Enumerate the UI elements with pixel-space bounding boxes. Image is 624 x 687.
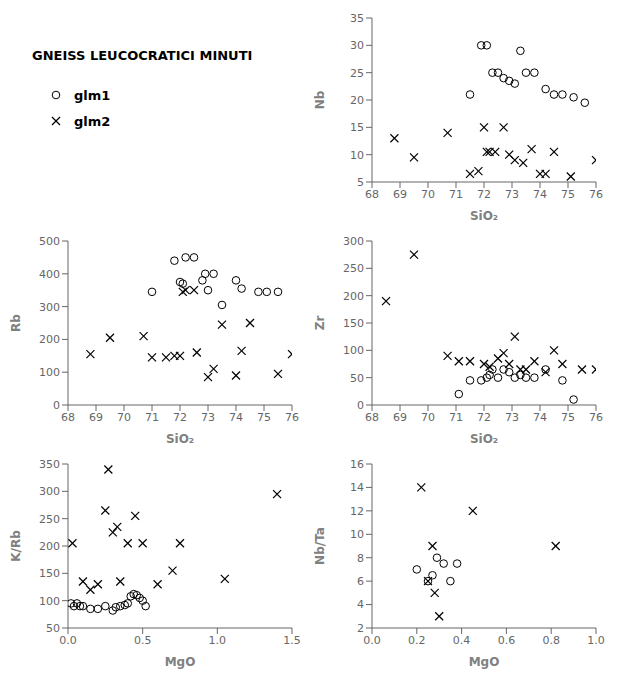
svg-text:1.0: 1.0 — [209, 634, 227, 647]
svg-text:70: 70 — [421, 411, 435, 424]
svg-text:50: 50 — [46, 622, 60, 635]
svg-text:MgO: MgO — [469, 655, 500, 669]
svg-text:150: 150 — [343, 317, 364, 330]
svg-text:76: 76 — [589, 188, 603, 201]
svg-text:100: 100 — [39, 595, 60, 608]
svg-text:5: 5 — [357, 176, 364, 189]
svg-text:75: 75 — [561, 188, 575, 201]
svg-text:200: 200 — [39, 540, 60, 553]
svg-text:20: 20 — [350, 94, 364, 107]
svg-text:75: 75 — [257, 411, 271, 424]
svg-text:69: 69 — [393, 411, 407, 424]
svg-text:SiO₂: SiO₂ — [166, 432, 194, 446]
svg-text:0.6: 0.6 — [498, 634, 516, 647]
svg-text:6: 6 — [357, 575, 364, 588]
svg-text:76: 76 — [285, 411, 299, 424]
svg-text:K/Rb: K/Rb — [9, 530, 23, 562]
svg-text:0.0: 0.0 — [59, 634, 77, 647]
svg-text:70: 70 — [117, 411, 131, 424]
svg-text:250: 250 — [39, 513, 60, 526]
svg-text:72: 72 — [173, 411, 187, 424]
svg-text:73: 73 — [505, 411, 519, 424]
svg-text:0: 0 — [357, 399, 364, 412]
svg-text:74: 74 — [533, 411, 547, 424]
svg-text:1.5: 1.5 — [283, 634, 301, 647]
svg-text:76: 76 — [589, 411, 603, 424]
svg-text:74: 74 — [229, 411, 243, 424]
svg-text:0.0: 0.0 — [363, 634, 381, 647]
svg-text:200: 200 — [39, 333, 60, 346]
svg-text:100: 100 — [39, 366, 60, 379]
svg-text:30: 30 — [350, 39, 364, 52]
svg-text:SiO₂: SiO₂ — [470, 432, 498, 446]
svg-text:150: 150 — [39, 567, 60, 580]
svg-text:68: 68 — [365, 188, 379, 201]
svg-text:Nb: Nb — [313, 90, 327, 109]
svg-text:71: 71 — [145, 411, 159, 424]
svg-text:SiO₂: SiO₂ — [470, 209, 498, 223]
svg-text:71: 71 — [449, 411, 463, 424]
svg-text:100: 100 — [343, 344, 364, 357]
svg-text:68: 68 — [365, 411, 379, 424]
svg-text:15: 15 — [350, 121, 364, 134]
svg-text:10: 10 — [350, 528, 364, 541]
svg-text:4: 4 — [357, 598, 364, 611]
svg-text:25: 25 — [350, 67, 364, 80]
svg-text:2: 2 — [357, 622, 364, 635]
svg-text:69: 69 — [393, 188, 407, 201]
html-text:GNEISS LEUCOCRATICI MINUTI: GNEISS LEUCOCRATICI MINUTI — [32, 48, 253, 63]
svg-text:10: 10 — [350, 149, 364, 162]
svg-text:0.4: 0.4 — [453, 634, 471, 647]
svg-text:400: 400 — [39, 268, 60, 281]
svg-text:73: 73 — [505, 188, 519, 201]
svg-text:75: 75 — [561, 411, 575, 424]
svg-text:Nb/Ta: Nb/Ta — [313, 527, 327, 565]
svg-text:Zr: Zr — [313, 316, 327, 331]
svg-text:16: 16 — [350, 458, 364, 471]
svg-text:73: 73 — [201, 411, 215, 424]
svg-text:8: 8 — [357, 552, 364, 565]
svg-text:0.5: 0.5 — [134, 634, 152, 647]
svg-text:69: 69 — [89, 411, 103, 424]
svg-text:72: 72 — [477, 188, 491, 201]
svg-text:12: 12 — [350, 505, 364, 518]
svg-text:70: 70 — [421, 188, 435, 201]
html-text:glm2: glm2 — [74, 113, 111, 129]
svg-text:300: 300 — [39, 485, 60, 498]
svg-text:71: 71 — [449, 188, 463, 201]
svg-text:14: 14 — [350, 481, 364, 494]
svg-text:0.8: 0.8 — [542, 634, 560, 647]
svg-text:350: 350 — [39, 458, 60, 471]
svg-text:74: 74 — [533, 188, 547, 201]
svg-text:500: 500 — [39, 235, 60, 248]
svg-text:Rb: Rb — [9, 314, 23, 332]
svg-text:200: 200 — [343, 290, 364, 303]
html-text:glm1: glm1 — [74, 87, 111, 103]
svg-text:0: 0 — [53, 399, 60, 412]
svg-text:300: 300 — [39, 301, 60, 314]
svg-text:68: 68 — [61, 411, 75, 424]
svg-text:72: 72 — [477, 411, 491, 424]
svg-text:50: 50 — [350, 372, 364, 385]
svg-text:1.0: 1.0 — [587, 634, 605, 647]
svg-text:MgO: MgO — [165, 655, 196, 669]
svg-text:300: 300 — [343, 235, 364, 248]
svg-text:250: 250 — [343, 262, 364, 275]
svg-text:35: 35 — [350, 12, 364, 25]
svg-text:0.2: 0.2 — [408, 634, 426, 647]
